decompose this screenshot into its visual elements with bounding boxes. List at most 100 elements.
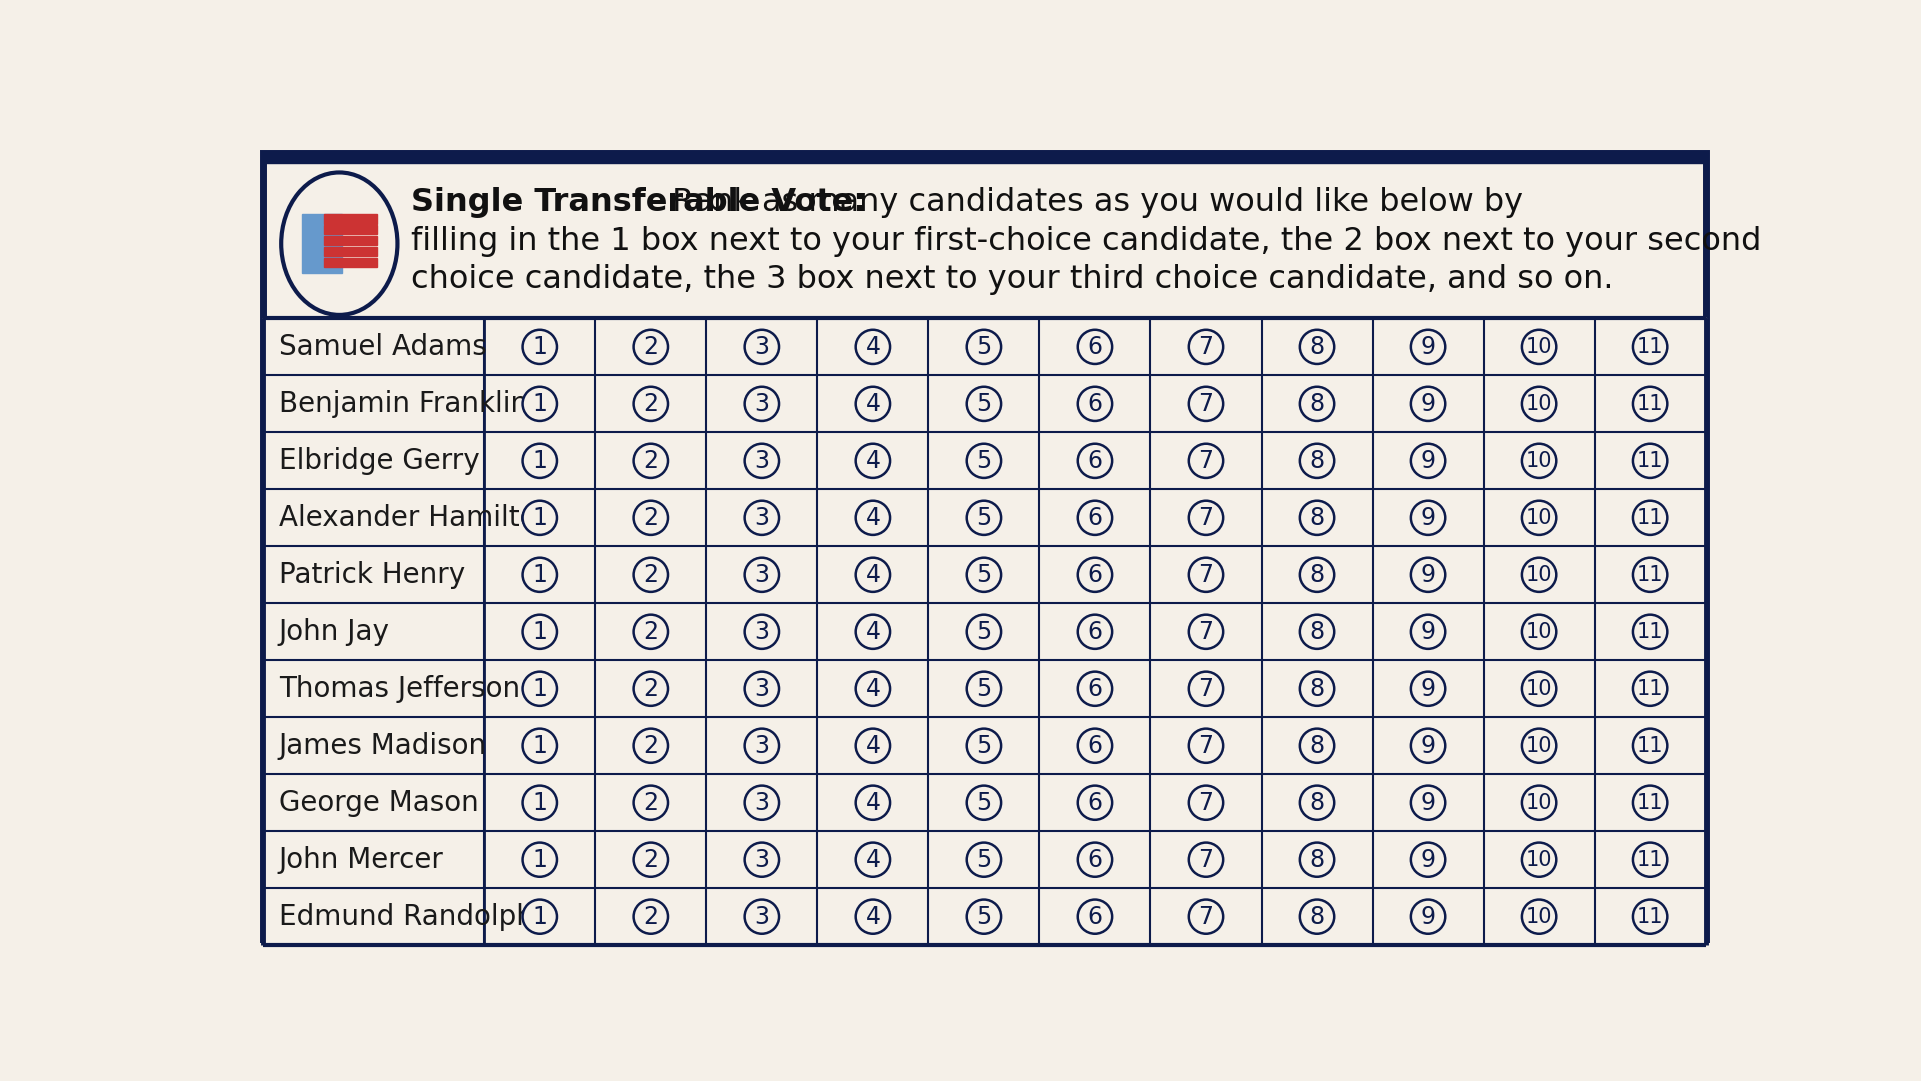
Circle shape <box>634 443 669 478</box>
Circle shape <box>855 558 889 592</box>
Text: 4: 4 <box>864 335 880 359</box>
Text: 3: 3 <box>755 848 768 871</box>
Circle shape <box>1301 671 1335 706</box>
Text: 10: 10 <box>1525 508 1552 528</box>
Circle shape <box>1078 842 1112 877</box>
Text: Alexander Hamilton: Alexander Hamilton <box>279 504 553 532</box>
Text: 5: 5 <box>976 335 991 359</box>
Text: 7: 7 <box>1199 563 1214 587</box>
Circle shape <box>1633 558 1667 592</box>
Circle shape <box>1521 615 1556 649</box>
Circle shape <box>634 615 669 649</box>
FancyBboxPatch shape <box>263 152 1706 939</box>
Text: 9: 9 <box>1420 506 1435 530</box>
Circle shape <box>1189 729 1224 763</box>
Bar <box>302 214 342 272</box>
Circle shape <box>523 443 557 478</box>
Text: 5: 5 <box>976 734 991 758</box>
Circle shape <box>634 786 669 819</box>
Text: 6: 6 <box>1087 790 1103 815</box>
Text: 3: 3 <box>755 905 768 929</box>
Circle shape <box>1410 443 1445 478</box>
Text: 9: 9 <box>1420 619 1435 644</box>
Text: 4: 4 <box>864 449 880 472</box>
Circle shape <box>1521 443 1556 478</box>
Text: 6: 6 <box>1087 734 1103 758</box>
Text: 11: 11 <box>1637 508 1664 528</box>
Text: 10: 10 <box>1525 451 1552 471</box>
Circle shape <box>1078 330 1112 364</box>
Circle shape <box>634 729 669 763</box>
Circle shape <box>634 330 669 364</box>
Circle shape <box>745 558 780 592</box>
Text: 7: 7 <box>1199 905 1214 929</box>
Circle shape <box>1189 501 1224 535</box>
Bar <box>263 152 1706 163</box>
Text: 5: 5 <box>976 905 991 929</box>
Circle shape <box>634 558 669 592</box>
Circle shape <box>634 842 669 877</box>
Text: 8: 8 <box>1310 506 1325 530</box>
Circle shape <box>1521 501 1556 535</box>
Circle shape <box>1078 443 1112 478</box>
Circle shape <box>1633 330 1667 364</box>
Circle shape <box>966 501 1001 535</box>
Bar <box>263 319 1706 945</box>
Text: 5: 5 <box>976 848 991 871</box>
Text: 3: 3 <box>755 391 768 416</box>
Circle shape <box>745 615 780 649</box>
Circle shape <box>745 842 780 877</box>
Text: 5: 5 <box>976 619 991 644</box>
Text: 11: 11 <box>1637 907 1664 926</box>
Circle shape <box>1410 671 1445 706</box>
Text: 1: 1 <box>532 677 547 700</box>
Text: 11: 11 <box>1637 736 1664 756</box>
Text: 1: 1 <box>532 391 547 416</box>
Circle shape <box>1633 729 1667 763</box>
Text: 7: 7 <box>1199 734 1214 758</box>
Circle shape <box>1078 786 1112 819</box>
Text: 10: 10 <box>1525 622 1552 642</box>
Circle shape <box>1189 671 1224 706</box>
Text: 2: 2 <box>644 563 659 587</box>
Text: 5: 5 <box>976 563 991 587</box>
Text: 3: 3 <box>755 335 768 359</box>
Text: 3: 3 <box>755 677 768 700</box>
Text: James Madison: James Madison <box>279 732 488 760</box>
Text: 8: 8 <box>1310 734 1325 758</box>
Text: 2: 2 <box>644 905 659 929</box>
Text: Samuel Adams: Samuel Adams <box>279 333 486 361</box>
Circle shape <box>1189 558 1224 592</box>
Text: Single Transferable Vote:: Single Transferable Vote: <box>411 187 866 218</box>
Text: 11: 11 <box>1637 850 1664 870</box>
Circle shape <box>1521 899 1556 934</box>
Text: 6: 6 <box>1087 449 1103 472</box>
Text: 10: 10 <box>1525 679 1552 698</box>
Circle shape <box>1633 443 1667 478</box>
Text: 1: 1 <box>532 734 547 758</box>
Circle shape <box>1301 899 1335 934</box>
Circle shape <box>966 558 1001 592</box>
Text: 2: 2 <box>644 848 659 871</box>
Text: 2: 2 <box>644 790 659 815</box>
Circle shape <box>1633 501 1667 535</box>
Circle shape <box>1410 387 1445 421</box>
Circle shape <box>1633 387 1667 421</box>
Circle shape <box>1301 501 1335 535</box>
Circle shape <box>855 501 889 535</box>
Text: 11: 11 <box>1637 337 1664 357</box>
Text: 8: 8 <box>1310 563 1325 587</box>
Text: 8: 8 <box>1310 449 1325 472</box>
Circle shape <box>1410 729 1445 763</box>
Text: 10: 10 <box>1525 736 1552 756</box>
Text: 10: 10 <box>1525 393 1552 414</box>
Circle shape <box>1633 671 1667 706</box>
Circle shape <box>745 786 780 819</box>
Circle shape <box>1189 387 1224 421</box>
Circle shape <box>523 842 557 877</box>
Circle shape <box>1521 558 1556 592</box>
Circle shape <box>966 387 1001 421</box>
Circle shape <box>523 330 557 364</box>
Circle shape <box>1189 786 1224 819</box>
Text: 1: 1 <box>532 563 547 587</box>
